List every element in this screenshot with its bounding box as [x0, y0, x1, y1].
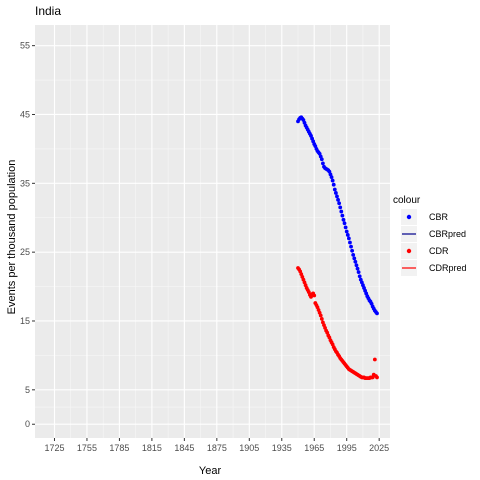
x-tick-label: 2025 — [369, 443, 389, 453]
y-tick-label: 15 — [20, 316, 30, 326]
x-axis-title: Year — [199, 465, 222, 477]
cbr-point — [344, 229, 349, 234]
legend-key-point — [406, 214, 412, 220]
chart-title: India — [35, 4, 61, 18]
cbr-point — [353, 259, 358, 264]
cbr-point — [340, 213, 345, 218]
legend-title: colour — [393, 195, 421, 206]
cbr-point — [345, 233, 350, 237]
x-tick-label: 1725 — [44, 443, 64, 453]
x-tick-label: 1905 — [239, 443, 259, 453]
series-cdr — [296, 266, 379, 381]
cbr-point — [342, 221, 347, 226]
plot-panel — [35, 25, 390, 438]
data-points — [296, 115, 379, 381]
cbr-point — [319, 157, 324, 162]
legend-label: CBR — [429, 212, 449, 222]
x-tick-label: 1845 — [174, 443, 194, 453]
legend: colour CBR CBRpred CDR CDRpred — [393, 195, 467, 276]
y-tick-label: 0 — [25, 419, 30, 429]
x-tick-label: 1965 — [304, 443, 324, 453]
series-cbr — [296, 115, 379, 316]
minor-gridlines — [35, 25, 390, 438]
cbr-point — [341, 217, 346, 222]
x-tick-label: 1875 — [207, 443, 227, 453]
y-axis: 0 5 15 25 35 45 55 — [20, 41, 35, 429]
major-gridlines — [35, 25, 390, 438]
cbr-point — [320, 161, 325, 166]
cbr-point — [339, 209, 344, 214]
cbr-point — [355, 266, 360, 271]
legend-key-point — [406, 248, 412, 254]
cbr-point — [349, 244, 353, 249]
cbr-point — [343, 225, 348, 230]
x-tick-label: 1815 — [142, 443, 162, 453]
cbr-point — [335, 194, 339, 199]
cdr-point — [312, 293, 317, 298]
y-tick-label: 35 — [20, 178, 30, 188]
y-tick-label: 5 — [25, 385, 30, 395]
cbr-point — [331, 182, 336, 187]
y-tick-label: 25 — [20, 247, 30, 257]
cbr-point — [332, 187, 337, 192]
cbr-point — [337, 201, 342, 206]
cbr-point — [336, 197, 340, 202]
y-tick-label: 45 — [20, 109, 30, 119]
cdr-point — [318, 313, 323, 318]
cbr-point — [338, 205, 343, 210]
cbr-point — [375, 311, 379, 316]
cbr-point — [348, 240, 352, 245]
x-tick-label: 1755 — [77, 443, 97, 453]
cdr-point — [372, 357, 377, 362]
cdr-point — [375, 375, 379, 380]
cbr-point — [351, 253, 356, 257]
cbr-point — [350, 248, 355, 253]
y-tick-label: 55 — [20, 41, 30, 51]
cbr-point — [330, 178, 335, 183]
x-tick-label: 1935 — [272, 443, 292, 453]
y-axis-title: Events per thousand population — [6, 160, 18, 315]
cbr-point — [329, 175, 334, 180]
legend-label: CDRpred — [429, 263, 467, 273]
x-axis: 1725 1755 1785 1815 1845 1875 1905 1935 1965 1995… — [44, 438, 389, 453]
cbr-point — [356, 270, 361, 275]
cbr-point — [346, 236, 351, 241]
x-tick-label: 1785 — [109, 443, 129, 453]
cdr-point — [319, 317, 324, 321]
cbr-point — [352, 256, 357, 261]
legend-label: CDR — [429, 246, 449, 256]
x-tick-label: 1995 — [337, 443, 357, 453]
cbr-point — [354, 263, 359, 268]
cbr-point — [357, 274, 362, 279]
cbr-point — [333, 191, 338, 195]
legend-label: CBRpred — [429, 229, 466, 239]
